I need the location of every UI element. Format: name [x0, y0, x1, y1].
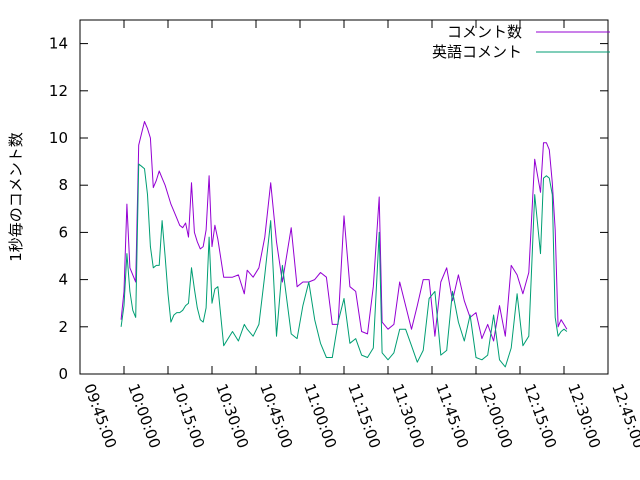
x-tick-label-10: 12:15:00 — [520, 381, 560, 450]
y-tick-label-0: 0 — [58, 365, 68, 383]
series-line-1 — [120, 121, 568, 342]
x-tick-label-6: 11:15:00 — [344, 381, 384, 450]
y-tick-label-7: 14 — [49, 35, 68, 53]
x-tick-label-2: 10:15:00 — [168, 381, 208, 450]
x-tick-label-0: 09:45:00 — [80, 381, 120, 450]
x-tick-label-9: 12:00:00 — [476, 381, 516, 450]
y-tick-label-2: 4 — [58, 271, 68, 289]
x-tick-label-8: 11:45:00 — [432, 381, 472, 450]
x-tick-label-3: 10:30:00 — [212, 381, 252, 450]
y-tick-label-5: 10 — [49, 129, 68, 147]
axes — [79, 19, 609, 375]
x-axis-ticks: 09:45:00 10:00:00 10:15:00 10:30:00 10:45:00… — [79, 20, 640, 451]
x-tick-label-5: 11:00:00 — [300, 381, 340, 450]
series-layer — [120, 121, 568, 368]
x-tick-label-11: 12:30:00 — [564, 381, 604, 450]
legend-label-series-2: 英語コメント — [432, 43, 522, 61]
series-line-2 — [120, 163, 568, 368]
y-tick-label-4: 8 — [58, 176, 68, 194]
y-axis-label: 1秒毎のコメント数 — [7, 132, 25, 262]
y-tick-label-6: 12 — [49, 82, 68, 100]
x-tick-label-1: 10:00:00 — [124, 381, 164, 450]
x-tick-label-7: 11:30:00 — [388, 381, 428, 450]
y-axis-ticks: 0 2 4 6 8 10 12 14 — [49, 35, 608, 383]
y-tick-label-1: 2 — [58, 318, 68, 336]
y-tick-label-3: 6 — [58, 223, 68, 241]
x-tick-label-4: 10:45:00 — [256, 381, 296, 450]
x-tick-label-12: 12:45:00 — [608, 381, 640, 450]
legend: コメント数 英語コメント — [432, 23, 610, 61]
plot-frame — [79, 19, 609, 375]
legend-label-series-1: コメント数 — [447, 23, 522, 41]
